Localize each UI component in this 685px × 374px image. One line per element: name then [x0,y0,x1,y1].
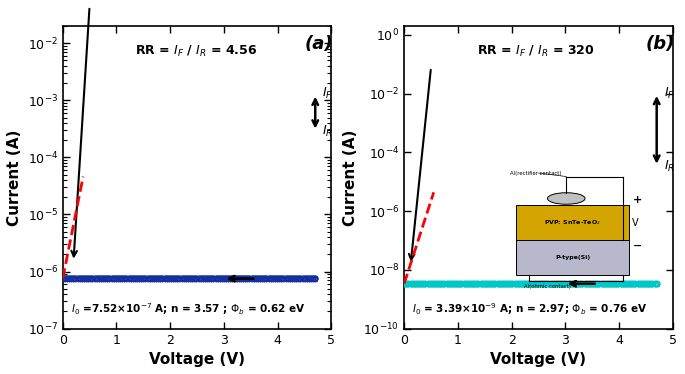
Text: $I_F$: $I_F$ [322,86,333,101]
Text: $I_R$: $I_R$ [664,159,675,174]
Y-axis label: Current (A): Current (A) [342,129,358,226]
Text: $I_R$: $I_R$ [322,124,333,139]
Text: $I_F$: $I_F$ [664,86,675,101]
Text: (a): (a) [305,35,333,53]
X-axis label: Voltage (V): Voltage (V) [149,352,245,367]
Text: (b): (b) [646,35,675,53]
Text: $I_0$ =7.52×10$^{-7}$ A; n = 3.57 ; $\Phi_b$ = 0.62 eV: $I_0$ =7.52×10$^{-7}$ A; n = 3.57 ; $\Ph… [71,301,306,316]
Text: RR = $I_F$ / $I_R$ = 320: RR = $I_F$ / $I_R$ = 320 [477,44,595,59]
Y-axis label: Current (A): Current (A) [7,129,22,226]
Text: RR = $I_F$ / $I_R$ = 4.56: RR = $I_F$ / $I_R$ = 4.56 [135,44,258,59]
X-axis label: Voltage (V): Voltage (V) [490,352,586,367]
Text: $I_0$ = 3.39×10$^{-9}$ A; n = 2.97; $\Phi_b$ = 0.76 eV: $I_0$ = 3.39×10$^{-9}$ A; n = 2.97; $\Ph… [412,301,647,316]
